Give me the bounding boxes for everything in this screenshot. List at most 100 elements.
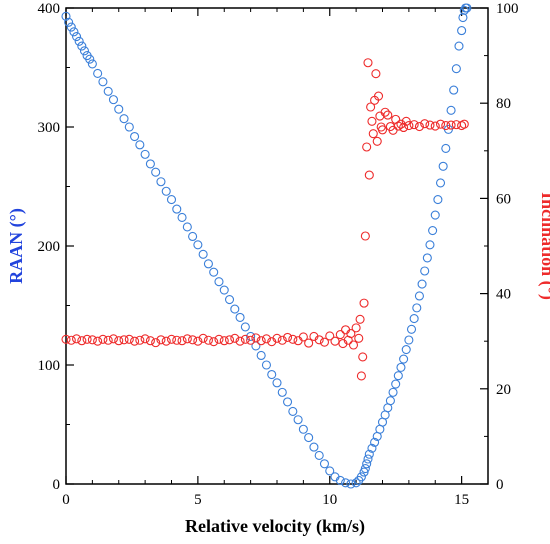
raan-point bbox=[64, 17, 74, 27]
inclination-point bbox=[367, 116, 377, 126]
inclination-point bbox=[193, 336, 203, 346]
inclination-point bbox=[61, 334, 71, 344]
raan-point bbox=[172, 204, 182, 214]
inclination-point bbox=[377, 125, 388, 135]
inclination-point bbox=[82, 334, 92, 344]
raan-point bbox=[362, 459, 372, 469]
inclination-point bbox=[261, 334, 272, 344]
plot-area-border bbox=[65, 7, 489, 485]
inclination-point bbox=[161, 336, 171, 346]
raan-point bbox=[414, 291, 424, 301]
raan-point bbox=[459, 5, 469, 15]
y-right-tick-label: 100 bbox=[496, 1, 519, 17]
raan-point bbox=[341, 478, 351, 488]
y-left-tick-label: 300 bbox=[38, 120, 61, 136]
raan-point bbox=[177, 212, 187, 222]
inclination-point bbox=[372, 136, 382, 146]
y-left-axis-title: RAAN (°) bbox=[6, 208, 27, 284]
raan-point bbox=[240, 322, 250, 332]
inclination-point bbox=[240, 334, 250, 344]
inclination-point bbox=[72, 334, 82, 344]
raan-point bbox=[261, 360, 272, 370]
raan-point bbox=[363, 454, 373, 464]
raan-point bbox=[356, 472, 366, 482]
raan-point bbox=[388, 387, 398, 397]
raan-point bbox=[130, 131, 140, 142]
inclination-point bbox=[364, 170, 374, 180]
inclination-point bbox=[425, 120, 435, 130]
raan-point bbox=[304, 433, 314, 443]
raan-point bbox=[288, 406, 298, 416]
inclination-point bbox=[363, 58, 373, 68]
inclination-point bbox=[256, 336, 266, 346]
raan-point bbox=[420, 266, 430, 276]
inclination-point bbox=[404, 121, 414, 131]
raan-point bbox=[203, 259, 213, 269]
raan-point bbox=[103, 86, 113, 96]
inclination-point bbox=[114, 336, 124, 346]
raan-point bbox=[193, 240, 203, 250]
inclination-point bbox=[383, 110, 393, 120]
inclination-point bbox=[360, 231, 370, 241]
raan-point bbox=[401, 344, 411, 355]
inclination-point bbox=[214, 334, 224, 344]
inclination-point bbox=[359, 298, 369, 308]
inclination-point bbox=[66, 335, 76, 345]
inclination-point bbox=[124, 334, 134, 344]
raan-point bbox=[391, 379, 401, 389]
raan-point bbox=[293, 415, 303, 425]
raan-point bbox=[451, 64, 461, 74]
inclination-point bbox=[430, 121, 440, 131]
raan-point bbox=[85, 54, 95, 64]
inclination-point bbox=[399, 122, 409, 133]
raan-point bbox=[346, 479, 356, 489]
inclination-point bbox=[351, 323, 361, 333]
raan-point bbox=[325, 466, 335, 476]
inclination-point bbox=[98, 334, 108, 344]
raan-point bbox=[454, 41, 464, 51]
x-tick-label: 15 bbox=[454, 492, 469, 508]
inclination-point bbox=[354, 333, 364, 343]
raan-point bbox=[457, 26, 467, 36]
y-right-tick-label: 20 bbox=[496, 382, 511, 398]
raan-point bbox=[351, 478, 361, 488]
inclination-point bbox=[371, 69, 381, 79]
inclination-point bbox=[198, 333, 208, 343]
inclination-point bbox=[356, 371, 366, 381]
y-left-tick-label: 100 bbox=[38, 358, 61, 374]
x-tick-label: 10 bbox=[322, 492, 337, 508]
raan-point bbox=[399, 354, 409, 364]
inclination-point bbox=[177, 336, 187, 346]
raan-point bbox=[72, 32, 82, 42]
inclination-point bbox=[172, 335, 182, 345]
raan-point bbox=[309, 442, 319, 452]
raan-point bbox=[66, 22, 76, 32]
inclination-point bbox=[366, 102, 376, 112]
y-right-tick-label: 40 bbox=[496, 287, 511, 303]
raan-point bbox=[214, 277, 224, 287]
raan-point bbox=[93, 68, 103, 78]
raan-point bbox=[319, 459, 330, 469]
inclination-point bbox=[103, 335, 113, 345]
inclination-point bbox=[459, 119, 469, 129]
raan-point bbox=[462, 3, 472, 13]
inclination-point bbox=[409, 120, 419, 130]
raan-point bbox=[74, 36, 84, 46]
raan-point bbox=[406, 324, 417, 334]
raan-point bbox=[404, 335, 414, 345]
raan-point bbox=[156, 177, 166, 187]
raan-point bbox=[335, 475, 345, 485]
y-left-tick-label: 0 bbox=[53, 477, 61, 493]
inclination-point bbox=[272, 333, 282, 343]
inclination-point bbox=[319, 337, 330, 347]
raan-point bbox=[430, 210, 440, 220]
raan-point bbox=[422, 253, 432, 263]
raan-point bbox=[435, 178, 446, 188]
raan-point bbox=[166, 195, 177, 205]
inclination-point bbox=[108, 334, 119, 344]
raan-point bbox=[161, 186, 171, 196]
y-left-tick-label: 200 bbox=[38, 239, 61, 255]
raan-point bbox=[282, 397, 293, 407]
raan-point bbox=[267, 369, 277, 380]
raan-point bbox=[77, 41, 87, 51]
